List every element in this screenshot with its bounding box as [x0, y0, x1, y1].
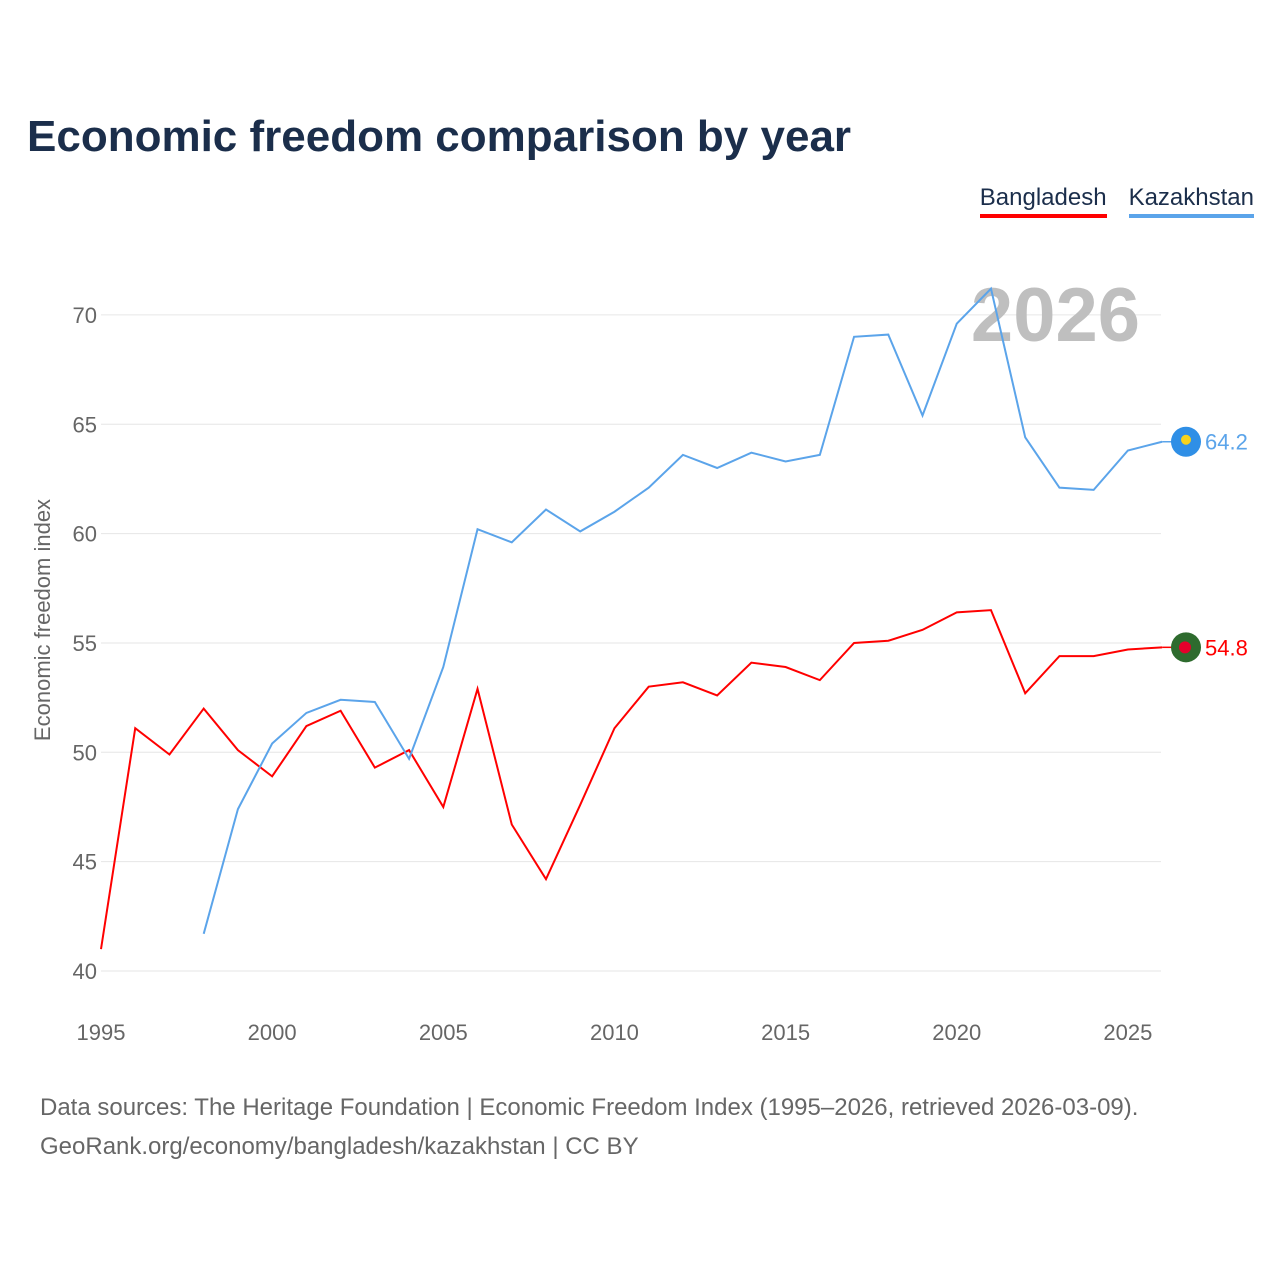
data-point [510, 822, 514, 826]
data-point [202, 932, 206, 936]
data-point [407, 748, 411, 752]
data-point [133, 726, 137, 730]
y-axis-label: Economic freedom index [30, 499, 55, 741]
data-point [202, 707, 206, 711]
data-point [407, 757, 411, 761]
source-line-1: Data sources: The Heritage Foundation | … [40, 1094, 1139, 1121]
series-line-kazakhstan [202, 286, 1163, 935]
y-tick-label: 65 [73, 412, 97, 437]
data-point [304, 711, 308, 715]
data-point [818, 453, 822, 457]
data-point [989, 287, 993, 291]
data-point [647, 486, 651, 490]
data-point [578, 529, 582, 533]
x-tick-label: 2005 [419, 1020, 468, 1045]
y-tick-label: 70 [73, 303, 97, 328]
data-point [339, 709, 343, 713]
data-point [373, 700, 377, 704]
data-point [955, 322, 959, 326]
data-point [784, 665, 788, 669]
legend-bangladesh[interactable]: Bangladesh [979, 184, 1107, 218]
x-tick-label: 2015 [761, 1020, 810, 1045]
data-point [270, 774, 274, 778]
end-value-label: 64.2 [1205, 430, 1248, 455]
data-point [270, 742, 274, 746]
data-point [544, 877, 548, 881]
data-point [612, 510, 616, 514]
data-point [544, 508, 548, 512]
data-point [749, 661, 753, 665]
data-point [1057, 486, 1061, 490]
y-tick-label: 60 [73, 522, 97, 547]
data-point [510, 540, 514, 544]
y-tick-label: 40 [73, 959, 97, 984]
data-point [236, 807, 240, 811]
data-point [612, 726, 616, 730]
data-point [1023, 691, 1027, 695]
data-point [1057, 654, 1061, 658]
data-point [715, 693, 719, 697]
x-tick-label: 2010 [590, 1020, 639, 1045]
data-point [852, 335, 856, 339]
legend-kazakhstan[interactable]: Kazakhstan [1128, 184, 1254, 218]
flag-disc [1179, 641, 1191, 654]
data-point [339, 698, 343, 702]
data-point [784, 459, 788, 463]
data-point [373, 766, 377, 770]
data-point [441, 665, 445, 669]
data-point [647, 685, 651, 689]
data-point [1023, 435, 1027, 439]
data-point [476, 527, 480, 531]
data-point [304, 724, 308, 728]
legend: Bangladesh Kazakhstan [979, 184, 1254, 218]
data-point [167, 752, 171, 756]
y-tick-label: 45 [73, 850, 97, 875]
data-point [578, 803, 582, 807]
data-point [681, 453, 685, 457]
data-point [681, 680, 685, 684]
data-point [921, 414, 925, 418]
data-point [715, 466, 719, 470]
data-point [441, 805, 445, 809]
data-point [852, 641, 856, 645]
chart-title: Economic freedom comparison by year [27, 112, 852, 161]
x-tick-label: 2020 [932, 1020, 981, 1045]
source-line-2[interactable]: GeoRank.org/economy/bangladesh/kazakhsta… [40, 1133, 639, 1160]
year-watermark: 2026 [971, 273, 1140, 358]
data-point [236, 748, 240, 752]
data-point [886, 333, 890, 337]
data-point [818, 678, 822, 682]
data-point [921, 628, 925, 632]
end-value-label: 54.8 [1205, 635, 1248, 660]
series-line-bangladesh [100, 609, 1163, 950]
flag-sun [1181, 434, 1191, 445]
data-point [1126, 448, 1130, 452]
data-point [955, 610, 959, 614]
data-point [1126, 648, 1130, 652]
data-point [749, 451, 753, 455]
data-point [99, 947, 103, 951]
source-note: Data sources: The Heritage Foundation | … [40, 1088, 1138, 1166]
x-tick-label: 1995 [77, 1020, 126, 1045]
data-point [1092, 488, 1096, 492]
data-point [476, 687, 480, 691]
data-point [1092, 654, 1096, 658]
data-point [989, 608, 993, 612]
y-tick-label: 55 [73, 631, 97, 656]
y-tick-label: 50 [73, 740, 97, 765]
x-tick-label: 2025 [1103, 1020, 1152, 1045]
x-tick-label: 2000 [248, 1020, 297, 1045]
data-point [886, 639, 890, 643]
